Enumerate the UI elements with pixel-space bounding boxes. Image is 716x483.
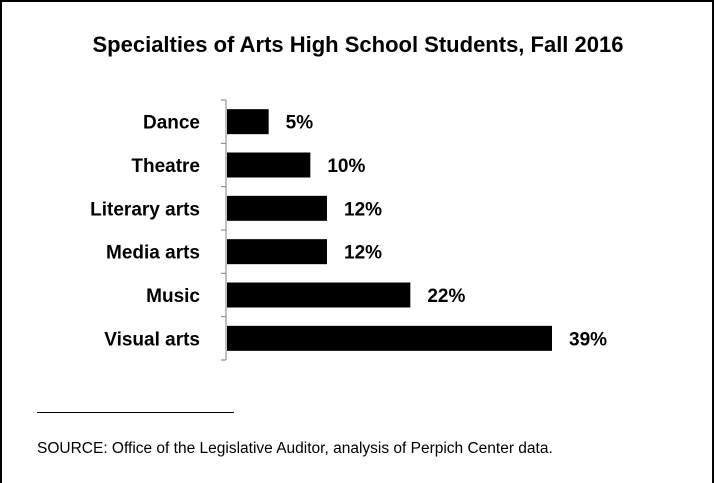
category-label: Visual arts <box>104 329 200 350</box>
value-label: 39% <box>569 329 607 350</box>
bar-theatre <box>227 152 311 178</box>
category-label: Music <box>146 286 200 307</box>
bar-music <box>227 282 411 308</box>
value-label: 12% <box>344 243 382 264</box>
bar-visual-arts <box>227 325 552 351</box>
chart-title: Specialties of Arts High School Students… <box>92 32 624 57</box>
bar-media-arts <box>227 239 327 265</box>
value-label: 5% <box>286 113 314 134</box>
footnote-rule <box>37 412 234 413</box>
bar-dance <box>227 109 269 135</box>
value-label: 12% <box>344 199 382 220</box>
category-label: Literary arts <box>90 199 200 220</box>
category-label: Theatre <box>131 156 200 177</box>
bar-literary-arts <box>227 195 327 221</box>
source-note: SOURCE: Office of the Legislative Audito… <box>37 440 553 457</box>
value-label: 22% <box>427 286 465 307</box>
value-label: 10% <box>327 156 365 177</box>
category-label: Media arts <box>106 243 200 264</box>
category-label: Dance <box>143 113 200 134</box>
